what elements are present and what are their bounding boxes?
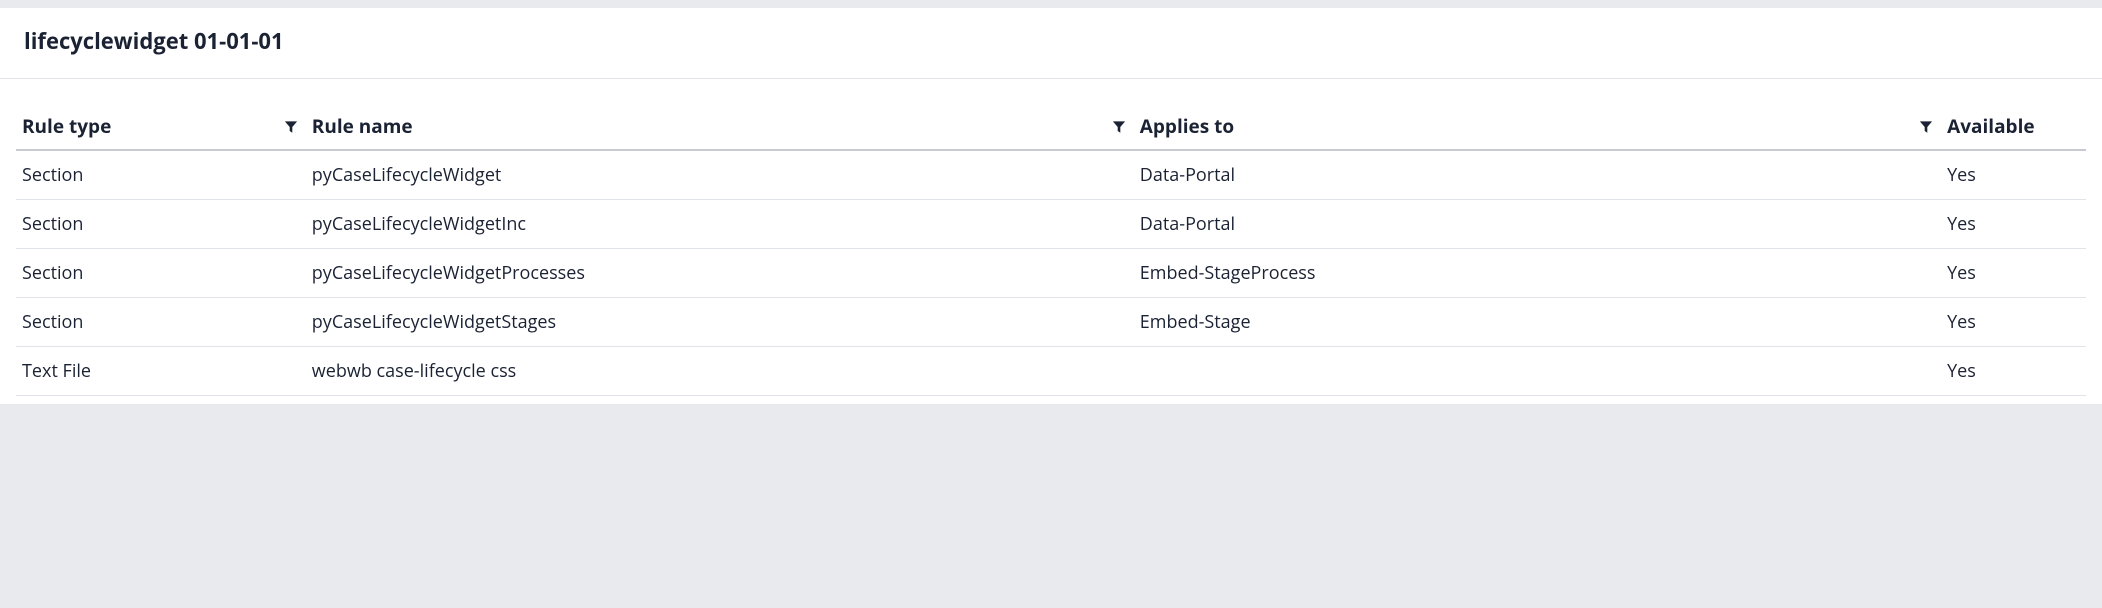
col-header-label: Available [1947,113,2035,139]
rules-table: Rule type Rule name Applies to [16,107,2086,396]
panel-header: lifecyclewidget 01-01-01 [0,8,2102,79]
cell-rule-type: Section [16,249,306,298]
table-header-row: Rule type Rule name Applies to [16,107,2086,150]
cell-rule-name: pyCaseLifecycleWidgetInc [306,200,1134,249]
cell-applies-to [1134,347,1941,396]
col-header-label: Applies to [1140,113,1234,139]
col-header-rule-name[interactable]: Rule name [306,107,1134,150]
table-row[interactable]: Text File webwb case-lifecycle css Yes [16,347,2086,396]
cell-rule-name: pyCaseLifecycleWidget [306,150,1134,200]
filter-icon[interactable] [1919,120,1933,134]
cell-available: Yes [1941,200,2086,249]
cell-rule-name: pyCaseLifecycleWidgetProcesses [306,249,1134,298]
rules-panel: lifecyclewidget 01-01-01 Rule type [0,8,2102,404]
filter-icon[interactable] [1112,120,1126,134]
table-row[interactable]: Section pyCaseLifecycleWidgetProcesses E… [16,249,2086,298]
cell-rule-type: Section [16,200,306,249]
footer-spacer [0,404,2102,430]
page-title: lifecyclewidget 01-01-01 [24,26,2078,56]
table-row[interactable]: Section pyCaseLifecycleWidget Data-Porta… [16,150,2086,200]
cell-rule-name: pyCaseLifecycleWidgetStages [306,298,1134,347]
col-header-label: Rule name [312,113,413,139]
cell-rule-type: Section [16,150,306,200]
cell-applies-to: Embed-StageProcess [1134,249,1941,298]
cell-applies-to: Data-Portal [1134,200,1941,249]
cell-applies-to: Data-Portal [1134,150,1941,200]
top-spacer [0,0,2102,8]
cell-available: Yes [1941,347,2086,396]
cell-available: Yes [1941,249,2086,298]
col-header-rule-type[interactable]: Rule type [16,107,306,150]
col-header-available[interactable]: Available [1941,107,2086,150]
filter-icon[interactable] [284,120,298,134]
col-header-label: Rule type [22,113,111,139]
cell-available: Yes [1941,150,2086,200]
table-body: Section pyCaseLifecycleWidget Data-Porta… [16,150,2086,396]
cell-applies-to: Embed-Stage [1134,298,1941,347]
table-row[interactable]: Section pyCaseLifecycleWidgetStages Embe… [16,298,2086,347]
cell-available: Yes [1941,298,2086,347]
col-header-applies-to[interactable]: Applies to [1134,107,1941,150]
table-row[interactable]: Section pyCaseLifecycleWidgetInc Data-Po… [16,200,2086,249]
cell-rule-type: Section [16,298,306,347]
cell-rule-type: Text File [16,347,306,396]
cell-rule-name: webwb case-lifecycle css [306,347,1134,396]
table-container: Rule type Rule name Applies to [0,79,2102,404]
